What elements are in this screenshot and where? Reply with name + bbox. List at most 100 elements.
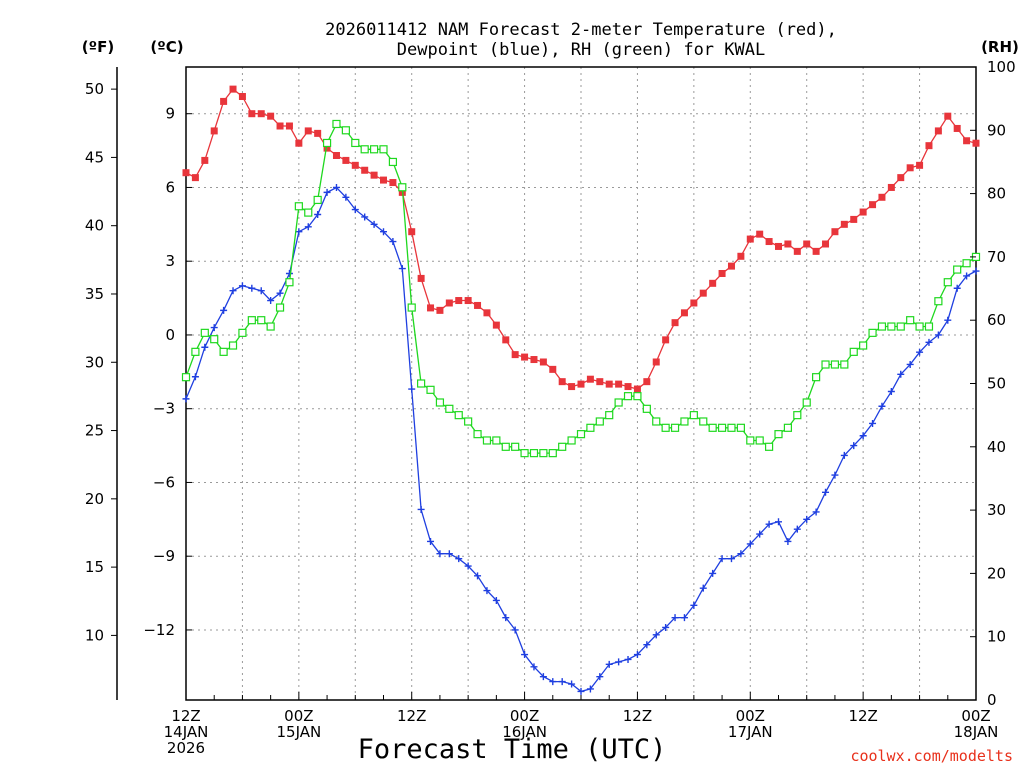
- data-point: [736, 423, 745, 432]
- data-point: [455, 297, 463, 305]
- data-point: [267, 112, 275, 120]
- fahrenheit-tick-label: 35: [85, 285, 104, 303]
- data-point: [389, 179, 397, 187]
- data-point: [859, 208, 867, 216]
- data-point: [276, 122, 284, 130]
- data-point: [558, 378, 566, 386]
- data-point: [369, 145, 379, 154]
- data-point: [257, 287, 265, 295]
- data-point: [849, 347, 858, 356]
- data-point: [803, 240, 811, 248]
- x-tick-label: 12Z: [397, 707, 426, 725]
- data-series: [181, 85, 981, 695]
- data-point: [380, 228, 387, 236]
- data-point: [388, 157, 398, 167]
- data-point: [803, 515, 811, 523]
- data-point: [248, 110, 256, 118]
- data-point: [615, 658, 623, 666]
- rh-tick-label: 60: [987, 311, 1006, 329]
- data-point: [642, 404, 651, 413]
- x-tick-label: 00Z: [510, 707, 539, 725]
- data-point: [793, 411, 802, 420]
- data-point: [878, 193, 886, 201]
- data-point: [361, 166, 369, 174]
- data-point: [821, 360, 830, 369]
- data-point: [896, 322, 905, 331]
- data-point: [191, 373, 199, 381]
- data-point: [793, 247, 801, 255]
- data-point: [511, 351, 519, 359]
- data-point: [699, 584, 707, 592]
- data-point: [680, 614, 688, 622]
- data-point: [454, 411, 463, 420]
- data-point: [727, 555, 735, 563]
- data-point: [332, 119, 341, 129]
- data-point: [474, 572, 482, 580]
- data-point: [802, 398, 811, 407]
- x-tick-label: 12Z: [171, 707, 200, 725]
- data-point: [558, 678, 566, 686]
- series-dewpoint: [182, 183, 980, 695]
- data-point: [699, 417, 708, 426]
- data-point: [295, 139, 303, 147]
- data-point: [285, 278, 294, 287]
- tick-labels: 5045403530252015109630−3−6−9−12100908070…: [85, 58, 1016, 757]
- data-point: [342, 193, 350, 201]
- data-point: [783, 423, 793, 432]
- data-point: [662, 336, 670, 344]
- data-point: [511, 626, 519, 634]
- data-point: [436, 306, 444, 314]
- data-point: [568, 680, 576, 688]
- data-point: [314, 129, 322, 137]
- data-point: [915, 322, 924, 331]
- data-point: [220, 97, 228, 105]
- data-point: [718, 269, 726, 277]
- data-point: [709, 569, 717, 577]
- data-point: [417, 505, 425, 513]
- data-point: [764, 442, 774, 451]
- data-point: [934, 297, 943, 306]
- data-point: [953, 124, 961, 132]
- data-point: [624, 655, 632, 663]
- data-point: [294, 202, 303, 211]
- data-point: [934, 331, 942, 339]
- data-point: [830, 360, 840, 369]
- data-point: [568, 383, 576, 391]
- rh-unit-label: (RH): [981, 38, 1019, 56]
- data-point: [850, 442, 858, 450]
- data-point: [576, 430, 586, 439]
- data-point: [709, 279, 717, 287]
- rh-tick-label: 30: [987, 501, 1006, 519]
- fahrenheit-tick-label: 25: [85, 422, 104, 440]
- data-point: [671, 319, 679, 327]
- data-point: [822, 488, 830, 496]
- data-point: [501, 442, 510, 451]
- x-tick-label: 12Z: [623, 707, 652, 725]
- data-point: [850, 215, 858, 223]
- data-point: [370, 220, 378, 228]
- data-point: [859, 341, 868, 350]
- rh-tick-label: 70: [987, 248, 1006, 266]
- chart-title-line-1: 2026011412 NAM Forecast 2-meter Temperat…: [325, 20, 837, 40]
- data-point: [840, 220, 848, 228]
- data-point: [266, 322, 275, 331]
- data-point: [737, 252, 745, 260]
- fahrenheit-unit-label: (ºF): [82, 38, 114, 56]
- celsius-unit-label: (ºC): [150, 38, 183, 56]
- data-point: [464, 562, 472, 570]
- data-point: [831, 471, 839, 479]
- chart-title-line-2: Dewpoint (blue), RH (green) for KWAL: [397, 40, 765, 60]
- x-tick-label: 2026: [167, 739, 205, 757]
- data-point: [341, 126, 350, 135]
- data-point: [549, 365, 557, 373]
- data-point: [248, 284, 256, 292]
- data-point: [859, 432, 867, 440]
- fahrenheit-tick-label: 50: [85, 80, 104, 98]
- celsius-tick-label: −6: [153, 473, 175, 491]
- data-point: [426, 385, 435, 394]
- data-point: [962, 259, 971, 268]
- data-point: [201, 156, 209, 164]
- data-point: [586, 423, 595, 432]
- x-tick-label: 00Z: [961, 707, 990, 725]
- data-point: [191, 347, 200, 356]
